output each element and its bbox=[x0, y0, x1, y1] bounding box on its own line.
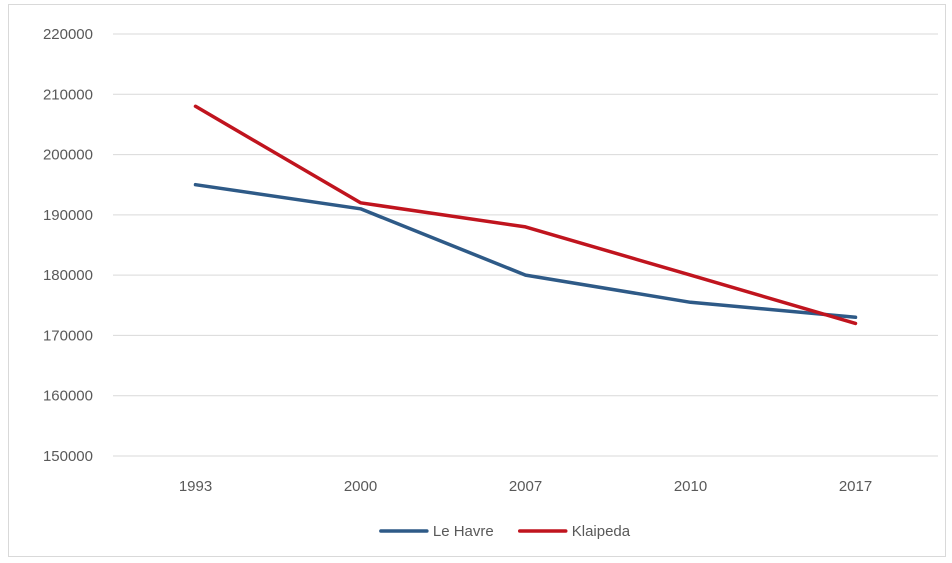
series-line-klaipeda bbox=[193, 104, 858, 326]
y-axis-tick-labels: 150000 160000 170000 180000 190000 200000 2100… bbox=[43, 26, 93, 465]
x-tick-label-2000: 2000 bbox=[344, 478, 377, 495]
series-line-le-havre bbox=[193, 182, 858, 320]
chart-frame bbox=[8, 4, 946, 557]
y-tick-label-150000: 150000 bbox=[43, 448, 93, 465]
y-tick-label-190000: 190000 bbox=[43, 207, 93, 224]
y-tick-label-180000: 180000 bbox=[43, 267, 93, 284]
x-tick-label-2010: 2010 bbox=[674, 478, 707, 495]
y-tick-label-210000: 210000 bbox=[43, 86, 93, 103]
x-axis-tick-labels: 1993 2000 2007 2010 2017 bbox=[179, 478, 872, 495]
y-tick-label-220000: 220000 bbox=[43, 26, 93, 43]
x-tick-label-1993: 1993 bbox=[179, 478, 212, 495]
gridlines bbox=[113, 33, 938, 457]
legend: Le Havre Klaipeda bbox=[379, 523, 631, 540]
y-tick-label-160000: 160000 bbox=[43, 388, 93, 405]
y-tick-label-200000: 200000 bbox=[43, 147, 93, 164]
series-lines bbox=[193, 104, 858, 326]
legend-label-le-havre: Le Havre bbox=[433, 523, 494, 540]
y-tick-label-170000: 170000 bbox=[43, 327, 93, 344]
legend-label-klaipeda: Klaipeda bbox=[572, 523, 631, 540]
x-tick-label-2017: 2017 bbox=[839, 478, 872, 495]
x-tick-label-2007: 2007 bbox=[509, 478, 542, 495]
